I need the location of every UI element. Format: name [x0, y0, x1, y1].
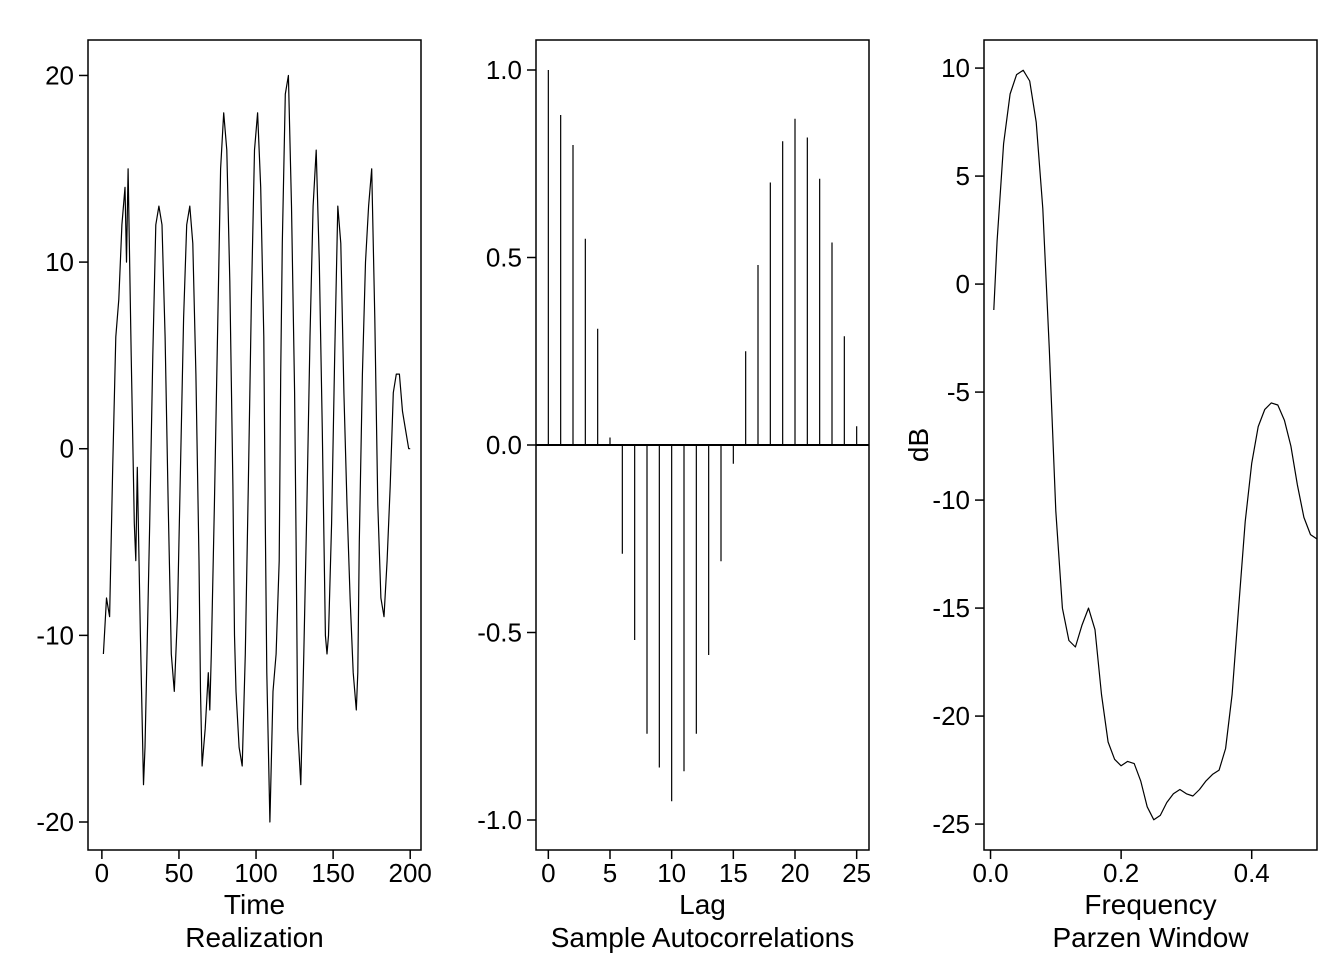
y-tick-label: 0.5 — [486, 243, 522, 273]
series-line — [993, 69, 1318, 821]
y-tick-label: -25 — [932, 809, 970, 839]
y-tick-label: 10 — [941, 53, 970, 83]
panel-caption: Parzen Window — [1052, 922, 1249, 953]
series-line — [102, 74, 411, 823]
x-tick-label: 5 — [603, 858, 617, 888]
y-tick-label: -10 — [36, 620, 74, 650]
x-tick-label: 50 — [164, 858, 193, 888]
x-tick-label: 0.4 — [1234, 858, 1270, 888]
x-axis-title: Lag — [679, 889, 726, 920]
x-tick-label: 100 — [234, 858, 277, 888]
x-tick-label: 0.0 — [972, 858, 1008, 888]
y-tick-label: -20 — [36, 807, 74, 837]
spectrum-panel: 0.0 0.2 0.4 -25 -20 -15 -10 -5 0 5 10 FrequencyParz… — [903, 39, 1318, 953]
y-tick-label: 0 — [956, 269, 970, 299]
y-tick-label: 0.0 — [486, 430, 522, 460]
x-tick-label: 0.2 — [1103, 858, 1139, 888]
x-tick-label: 25 — [842, 858, 871, 888]
y-tick-label: -10 — [932, 485, 970, 515]
x-axis-title: Time — [224, 889, 285, 920]
panel-caption: Sample Autocorrelations — [551, 922, 855, 953]
x-tick-label: 20 — [781, 858, 810, 888]
x-tick-label: 15 — [719, 858, 748, 888]
plot-frame — [983, 39, 1318, 851]
y-tick-label: -20 — [932, 701, 970, 731]
y-tick-label: 10 — [45, 247, 74, 277]
y-tick-label: 0 — [60, 434, 74, 464]
y-tick-label: 1.0 — [486, 55, 522, 85]
x-tick-label: 0 — [95, 858, 109, 888]
y-tick-label: -1.0 — [477, 805, 522, 835]
y-tick-label: -15 — [932, 593, 970, 623]
x-tick-label: 0 — [541, 858, 555, 888]
x-tick-label: 200 — [389, 858, 432, 888]
y-axis-title: dB — [903, 428, 934, 462]
x-tick-label: 10 — [657, 858, 686, 888]
y-tick-label: -0.5 — [477, 618, 522, 648]
y-tick-label: 5 — [956, 161, 970, 191]
x-axis-title: Frequency — [1084, 889, 1216, 920]
y-tick-label: -5 — [947, 377, 970, 407]
plot-frame — [87, 39, 422, 851]
x-tick-label: 150 — [311, 858, 354, 888]
y-tick-label: 20 — [45, 60, 74, 90]
panel-caption: Realization — [185, 922, 324, 953]
